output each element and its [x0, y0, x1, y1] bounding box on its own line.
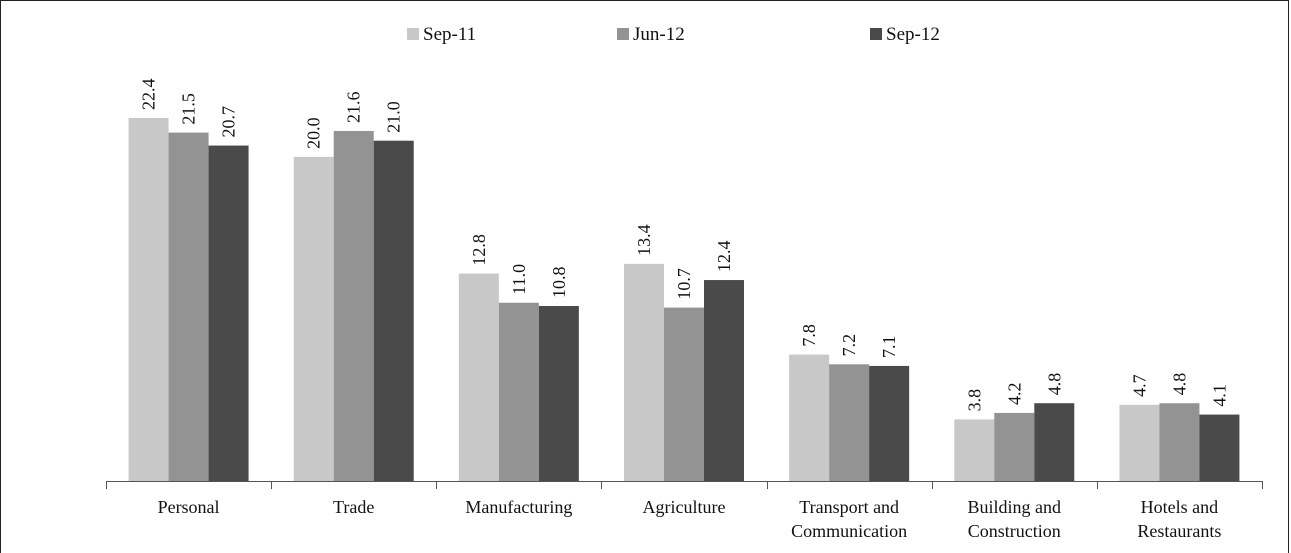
bar-sep-12 — [1034, 403, 1075, 481]
bar-jun-12 — [1159, 403, 1200, 481]
bar-group: 22.4 21.5 20.7 20.0 21.6 21.0 12.8 11.0 10.8 13.4… — [128, 79, 1240, 481]
legend-label: Sep-11 — [423, 24, 476, 45]
data-label: 12.8 — [469, 234, 489, 266]
data-label: 20.0 — [304, 117, 324, 149]
data-label: 13.4 — [634, 224, 654, 256]
data-label: 4.8 — [1044, 373, 1064, 396]
x-tick-label: Transport and Communication — [791, 497, 907, 541]
x-tick-label: Hotels and Restaurants — [1137, 497, 1221, 541]
bar-sep-11 — [128, 118, 169, 481]
data-label: 21.5 — [179, 93, 199, 125]
bar-sep-12 — [208, 145, 249, 481]
data-label: 21.6 — [344, 91, 364, 123]
data-label: 22.4 — [139, 79, 159, 111]
chart-legend: Sep-11 Jun-12 Sep-12 — [407, 24, 940, 45]
data-label: 21.0 — [384, 101, 404, 133]
data-label: 3.8 — [964, 389, 984, 412]
data-label: 7.2 — [839, 334, 859, 357]
x-tick-label: Manufacturing — [465, 497, 572, 517]
legend-swatch — [617, 28, 629, 40]
data-label: 12.4 — [714, 241, 734, 273]
bar-sep-12 — [373, 140, 414, 481]
x-tick-label: Building and Construction — [968, 497, 1062, 541]
bar-jun-12 — [498, 302, 539, 481]
data-label: 4.8 — [1169, 373, 1189, 396]
bar-sep-11 — [1119, 404, 1160, 481]
legend-swatch — [407, 28, 419, 40]
bar-sep-12 — [704, 280, 744, 481]
bar-sep-12 — [869, 365, 910, 481]
legend-label: Jun-12 — [633, 24, 685, 45]
data-label: 7.8 — [799, 324, 819, 347]
bar-sep-11 — [458, 273, 499, 481]
data-label: 11.0 — [509, 264, 529, 295]
x-tick-label: Agriculture — [643, 497, 726, 517]
data-label: 20.7 — [219, 106, 239, 137]
data-label: 7.1 — [879, 335, 899, 358]
data-label: 10.8 — [549, 266, 569, 298]
data-label: 10.7 — [674, 268, 694, 300]
bar-jun-12 — [994, 412, 1035, 481]
bar-sep-11 — [954, 419, 995, 481]
legend-swatch — [870, 28, 882, 40]
bar-sep-11 — [293, 156, 334, 481]
bar-jun-12 — [829, 364, 870, 481]
bar-jun-12 — [333, 130, 374, 481]
data-label: 4.2 — [1004, 382, 1024, 404]
bar-sep-12 — [538, 305, 579, 481]
x-tick-label: Trade — [333, 497, 374, 517]
bar-sep-12 — [1199, 414, 1240, 481]
bar-sep-11 — [624, 263, 664, 481]
bar-sep-11 — [789, 354, 830, 481]
legend-label: Sep-12 — [886, 24, 940, 45]
data-label: 4.7 — [1129, 374, 1149, 397]
bar-jun-12 — [168, 132, 209, 481]
bar-jun-12 — [664, 307, 704, 481]
data-label: 4.1 — [1209, 384, 1229, 407]
x-axis: Personal Trade Manufacturing Agriculture Tra… — [106, 481, 1263, 541]
x-tick-label: Personal — [158, 497, 220, 517]
